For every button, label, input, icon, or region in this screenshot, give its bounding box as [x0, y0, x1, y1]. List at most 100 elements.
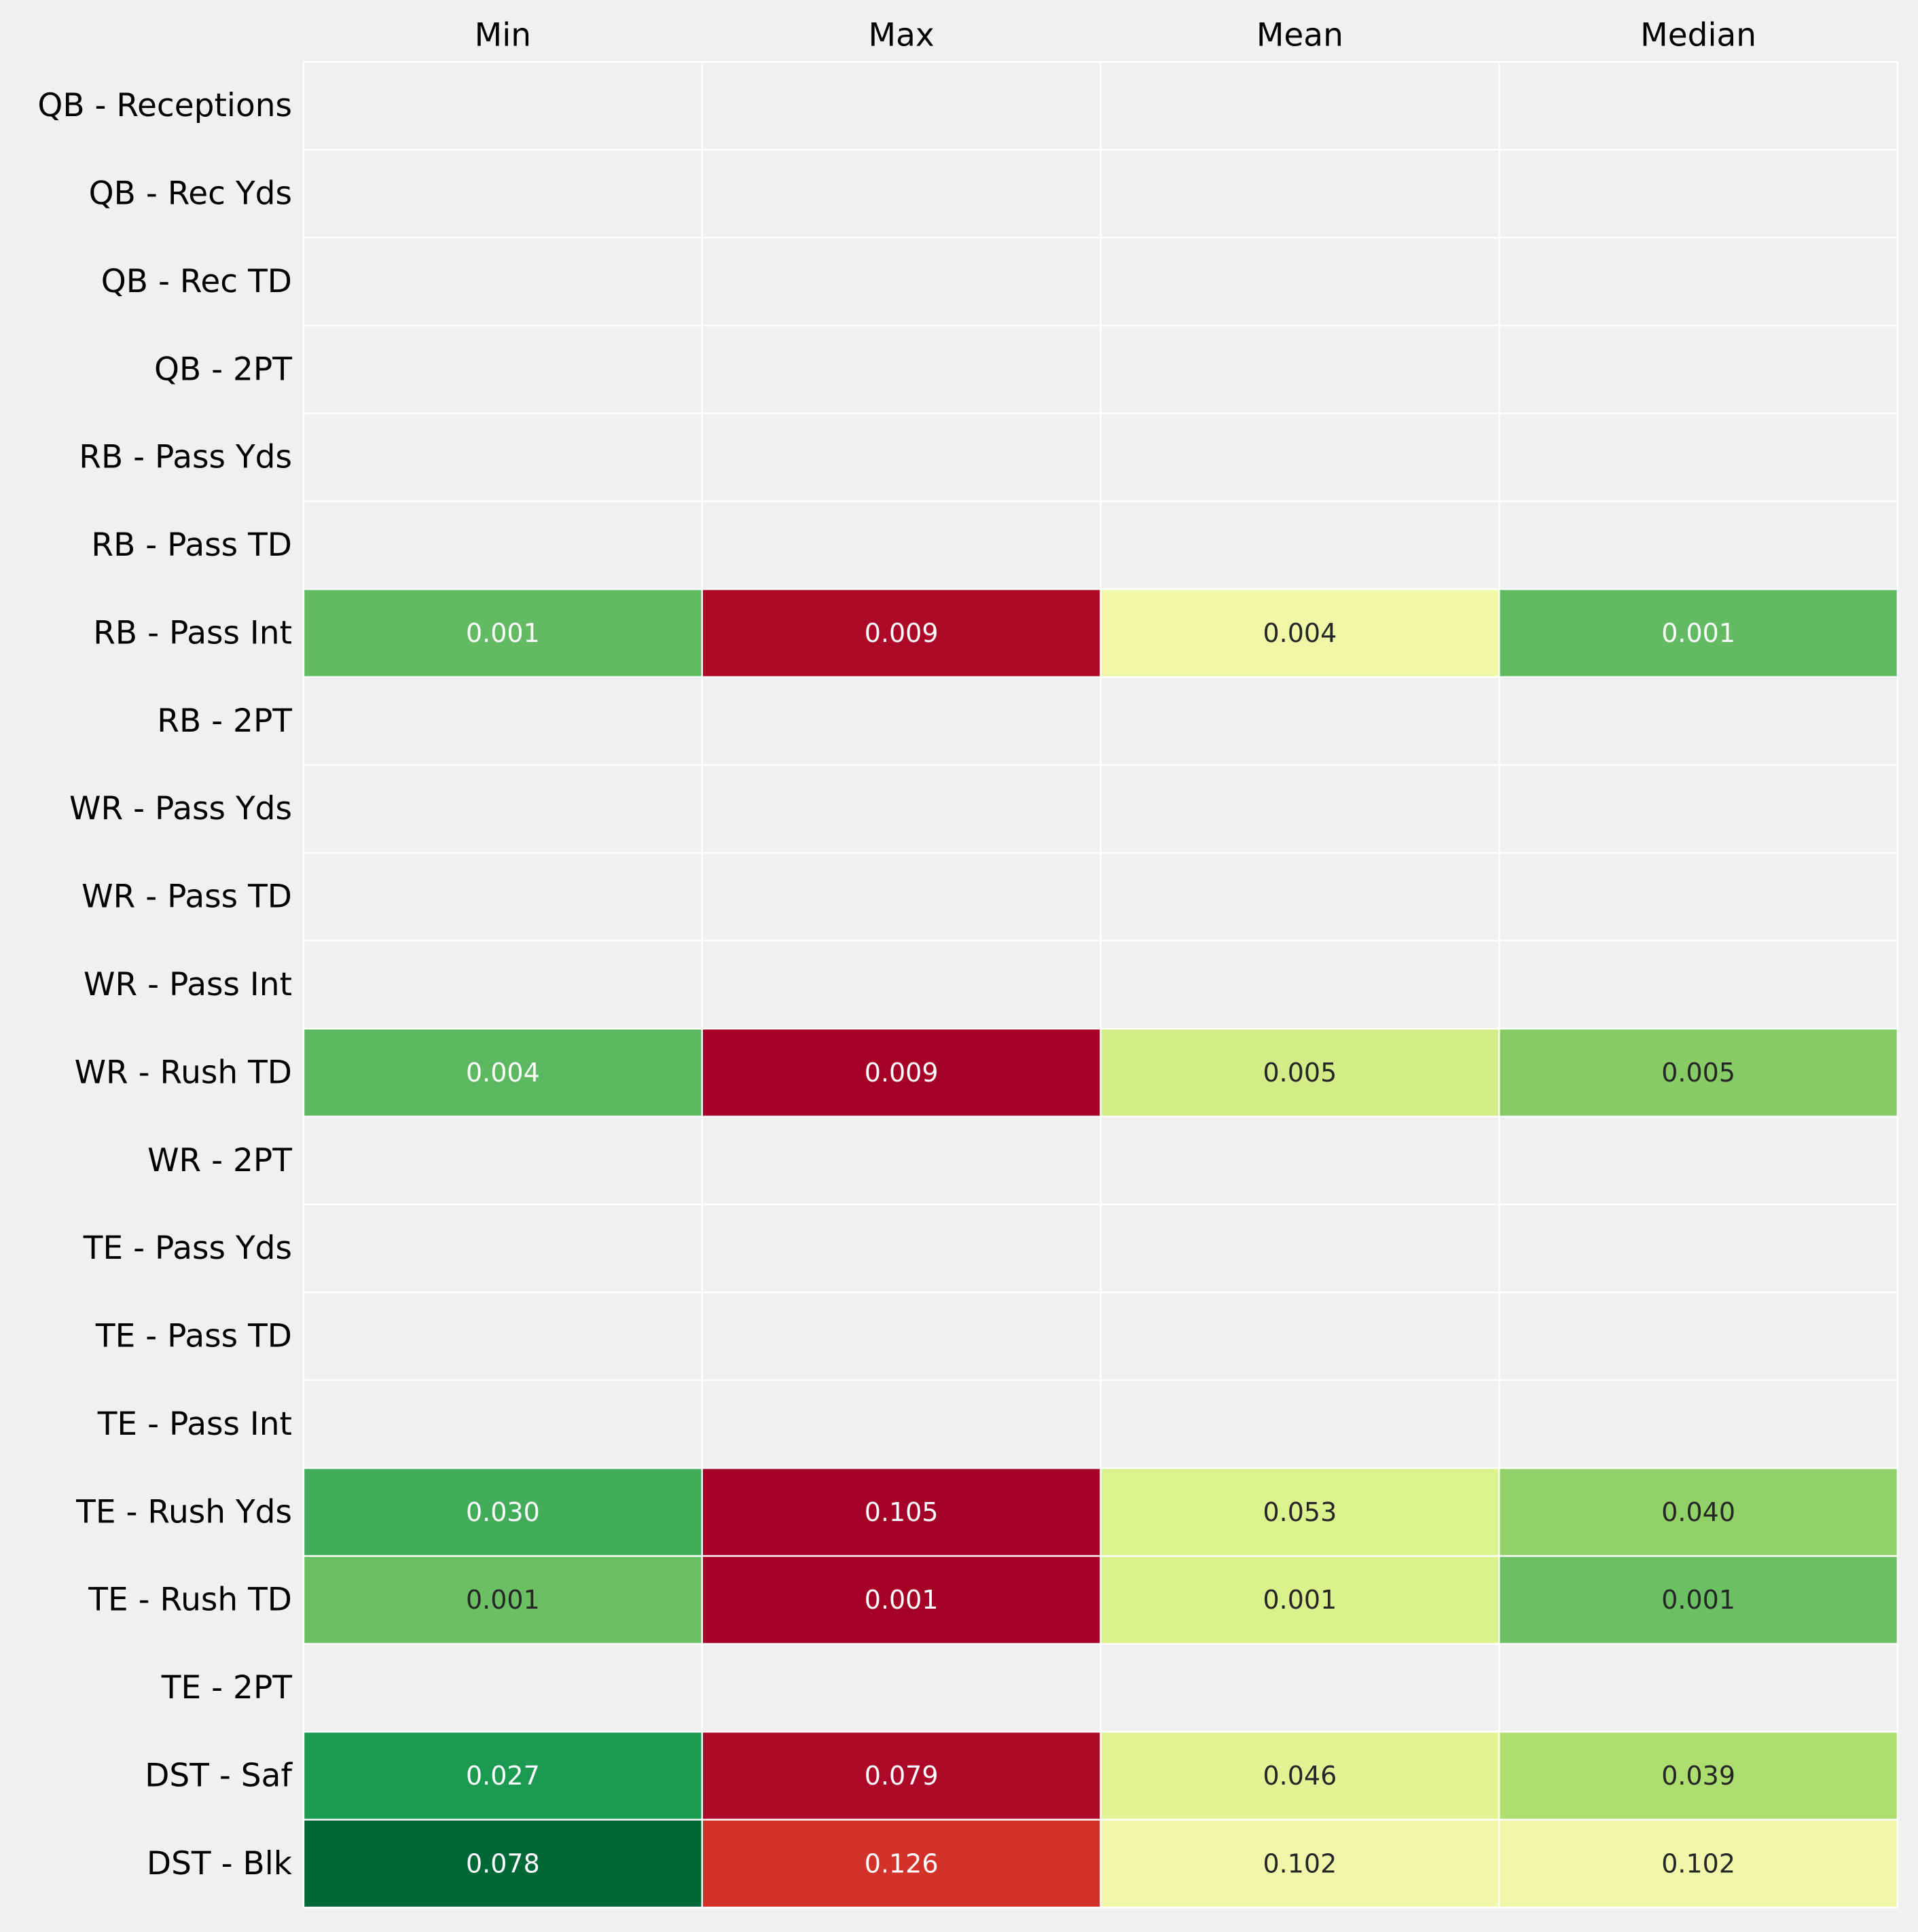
heatmap-cell-rb-pass-yds-max — [702, 413, 1101, 501]
heatmap-gridlines — [302, 60, 1899, 1909]
heatmap-cell-rb-pass-yds-median — [1499, 413, 1898, 501]
row-label-rb-2pt: RB - 2PT — [157, 702, 292, 740]
heatmap-cell-wr-2pt-median — [1499, 1116, 1898, 1204]
heatmap-cell-dst-saf-median — [1499, 1732, 1898, 1820]
heatmap-cell-rb-pass-td-mean — [1100, 501, 1500, 590]
cell-value-label: 0.005 — [1661, 1058, 1735, 1088]
heatmap-cell-te-rush-yds-min — [304, 1468, 702, 1556]
heatmap-cell-wr-pass-yds-mean — [1100, 765, 1500, 853]
heatmap-cell-wr-pass-td-mean — [1100, 853, 1500, 941]
row-label-rb-pass-int: RB - Pass Int — [93, 614, 292, 651]
row-label-qb-2pt: QB - 2PT — [154, 351, 292, 388]
heatmap-cell-wr-rush-td-min — [304, 1028, 702, 1117]
heatmap-cell-rb-pass-td-min — [304, 501, 702, 590]
heatmap-cell-rb-pass-int-mean — [1100, 589, 1500, 677]
row-label-rb-pass-td: RB - Pass TD — [91, 526, 292, 564]
row-label-wr-pass-yds: WR - Pass Yds — [69, 790, 292, 827]
cell-value-label: 0.027 — [466, 1761, 540, 1791]
cell-value-label: 0.004 — [466, 1058, 540, 1088]
column-label-max: Max — [869, 17, 935, 54]
row-label-te-2pt: TE - 2PT — [161, 1669, 292, 1706]
heatmap-cell-dst-saf-min — [304, 1732, 702, 1820]
column-label-min: Min — [475, 17, 531, 54]
heatmap-cell-rb-2pt-max — [702, 677, 1101, 766]
heatmap-cell-rb-2pt-min — [304, 677, 702, 766]
cell-value-label: 0.001 — [865, 1585, 939, 1615]
heatmap-cell-wr-pass-td-min — [304, 853, 702, 941]
cell-value-label: 0.078 — [466, 1848, 540, 1878]
cell-value-label: 0.001 — [466, 618, 540, 648]
heatmap-cell-te-pass-yds-max — [702, 1204, 1101, 1293]
cell-value-label: 0.105 — [865, 1497, 939, 1527]
heatmap-cell-te-pass-td-max — [702, 1292, 1101, 1380]
heatmap-cell-qb-rec-td-mean — [1100, 237, 1500, 326]
row-label-te-pass-yds: TE - Pass Yds — [83, 1230, 292, 1267]
column-labels: Min Max Mean Median — [475, 17, 1756, 54]
heatmap-cell-qb-receptions-min — [304, 62, 702, 150]
heatmap-cell-qb-rec-td-min — [304, 237, 702, 326]
heatmap-cells — [304, 62, 1898, 1908]
heatmap-cell-te-2pt-max — [702, 1643, 1101, 1732]
heatmap-cell-rb-pass-td-max — [702, 501, 1101, 590]
row-label-wr-pass-td: WR - Pass TD — [82, 878, 292, 916]
cell-value-label: 0.001 — [1263, 1585, 1337, 1615]
heatmap-cell-te-pass-int-min — [304, 1380, 702, 1469]
cell-value-label: 0.004 — [1263, 618, 1337, 648]
heatmap-cell-te-pass-td-mean — [1100, 1292, 1500, 1380]
heatmap-cell-wr-pass-int-min — [304, 940, 702, 1029]
heatmap-cell-dst-blk-median — [1499, 1819, 1898, 1908]
heatmap-cell-qb-rec-td-median — [1499, 237, 1898, 326]
heatmap-value-labels: 0.001 0.009 0.004 0.001 0.004 0.009 0.005 0.005… — [466, 618, 1735, 1878]
heatmap-cell-te-rush-td-min — [304, 1556, 702, 1644]
heatmap-cell-te-rush-yds-max — [702, 1468, 1101, 1556]
row-label-te-rush-yds: TE - Rush Yds — [75, 1493, 292, 1531]
heatmap-cell-dst-blk-min — [304, 1819, 702, 1908]
heatmap-cell-qb-rec-yds-max — [702, 149, 1101, 238]
heatmap-cell-wr-pass-yds-min — [304, 765, 702, 853]
row-label-wr-2pt: WR - 2PT — [147, 1142, 292, 1179]
heatmap-cell-wr-pass-td-median — [1499, 853, 1898, 941]
heatmap-cell-qb-2pt-mean — [1100, 325, 1500, 414]
heatmap-cell-qb-receptions-max — [702, 62, 1101, 150]
row-label-dst-blk: DST - Blk — [147, 1845, 293, 1882]
row-label-wr-pass-int: WR - Pass Int — [84, 966, 292, 1003]
cell-value-label: 0.053 — [1263, 1497, 1337, 1527]
heatmap-cell-wr-pass-int-max — [702, 940, 1101, 1029]
heatmap-cell-te-rush-td-max — [702, 1556, 1101, 1644]
cell-value-label: 0.009 — [865, 618, 939, 648]
row-labels: QB - Receptions QB - Rec Yds QB - Rec TD QB… — [37, 87, 293, 1882]
cell-value-label: 0.046 — [1263, 1761, 1337, 1791]
heatmap-cell-dst-saf-mean — [1100, 1732, 1500, 1820]
cell-value-label: 0.079 — [865, 1761, 939, 1791]
heatmap-cell-rb-pass-int-max — [702, 589, 1101, 677]
heatmap-cell-qb-receptions-median — [1499, 62, 1898, 150]
heatmap-cell-rb-2pt-median — [1499, 677, 1898, 766]
heatmap-cell-rb-pass-yds-min — [304, 413, 702, 501]
heatmap-cell-wr-rush-td-max — [702, 1028, 1101, 1117]
cell-value-label: 0.001 — [466, 1585, 540, 1615]
heatmap-cell-rb-pass-td-median — [1499, 501, 1898, 590]
heatmap-cell-rb-pass-yds-mean — [1100, 413, 1500, 501]
cell-value-label: 0.039 — [1661, 1761, 1735, 1791]
row-label-rb-pass-yds: RB - Pass Yds — [79, 439, 292, 476]
heatmap-cell-wr-pass-int-mean — [1100, 940, 1500, 1029]
heatmap-cell-te-rush-td-median — [1499, 1556, 1898, 1644]
heatmap-cell-te-pass-int-max — [702, 1380, 1101, 1469]
row-label-dst-saf: DST - Saf — [145, 1757, 293, 1794]
row-label-qb-rec-yds: QB - Rec Yds — [89, 175, 292, 213]
cell-value-label: 0.102 — [1661, 1848, 1735, 1878]
heatmap-cell-te-rush-td-mean — [1100, 1556, 1500, 1644]
heatmap-cell-qb-2pt-max — [702, 325, 1101, 414]
heatmap-cell-dst-saf-max — [702, 1732, 1101, 1820]
heatmap-cell-wr-2pt-mean — [1100, 1116, 1500, 1204]
row-label-te-rush-td: TE - Rush TD — [88, 1581, 292, 1619]
heatmap-cell-te-rush-yds-median — [1499, 1468, 1898, 1556]
heatmap-cell-qb-2pt-median — [1499, 325, 1898, 414]
heatmap-cell-wr-pass-td-max — [702, 853, 1101, 941]
heatmap-cell-wr-2pt-max — [702, 1116, 1101, 1204]
cell-value-label: 0.102 — [1263, 1848, 1337, 1878]
heatmap-cell-rb-pass-int-min — [304, 589, 702, 677]
column-label-median: Median — [1640, 17, 1756, 54]
heatmap-cell-te-pass-td-min — [304, 1292, 702, 1380]
